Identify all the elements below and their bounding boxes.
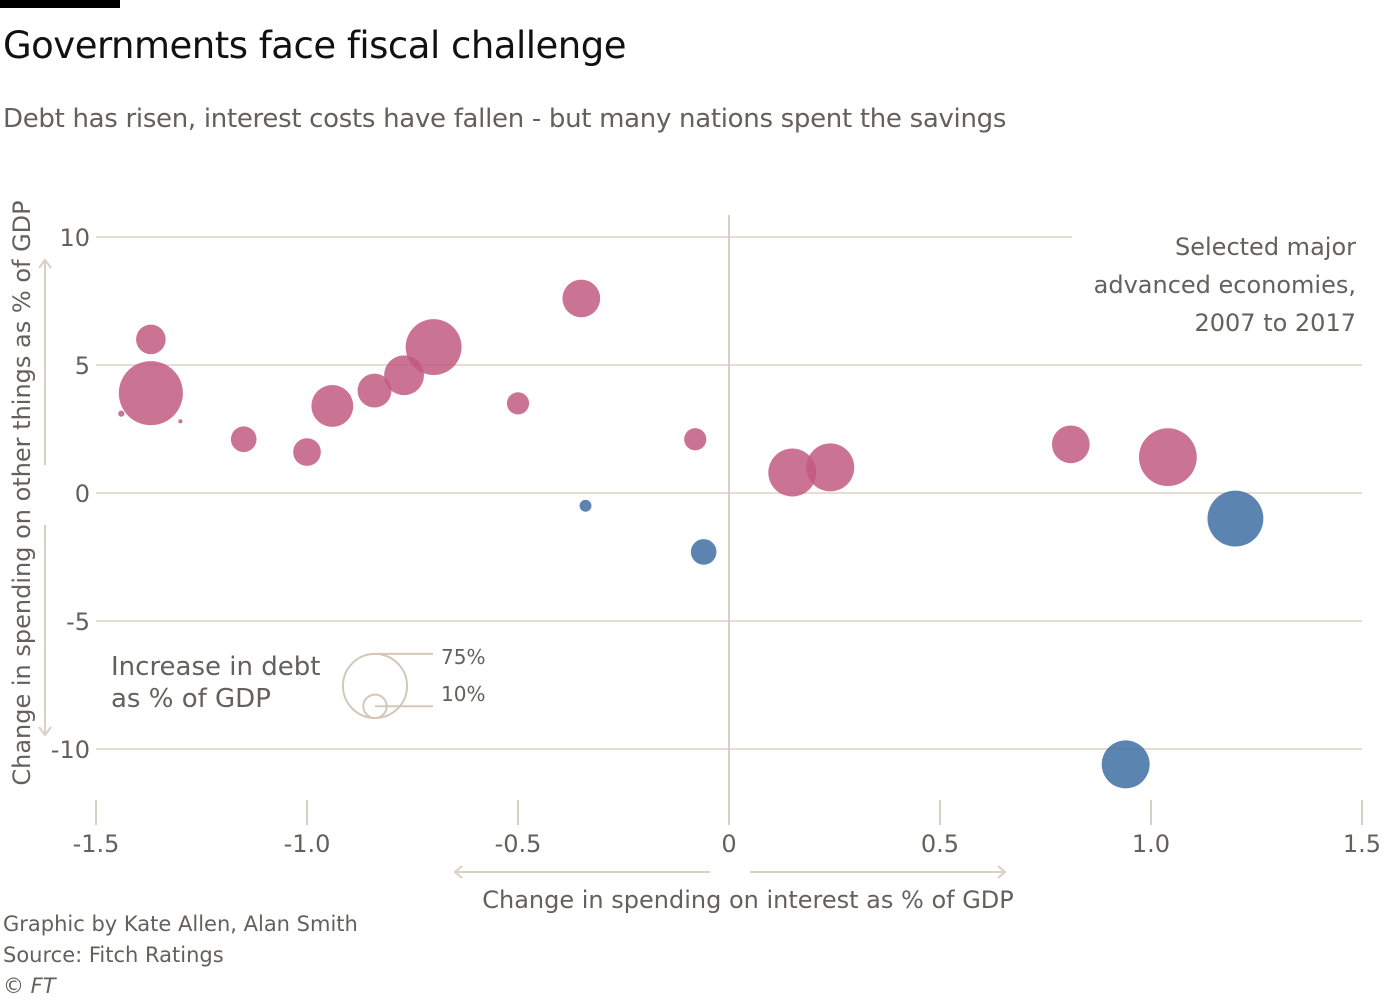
footer-copyright: © FT (3, 974, 56, 998)
legend-title-line1: Increase in debt (111, 652, 320, 682)
chart-title: Governments face fiscal challenge (3, 24, 626, 67)
data-point (405, 319, 462, 376)
data-point (118, 361, 183, 426)
y-arrow-up (38, 258, 52, 465)
data-point (1138, 428, 1197, 487)
x-tick-label: -0.5 (495, 830, 542, 858)
data-point (357, 373, 392, 408)
data-point (118, 410, 125, 417)
y-arrow-down (38, 525, 52, 737)
data-point (690, 539, 717, 565)
x-arrow-right (750, 865, 1007, 879)
legend-label-10: 10% (441, 682, 485, 706)
brand-bar (0, 0, 120, 8)
y-tick-label: -10 (51, 736, 90, 764)
data-point (1101, 740, 1150, 789)
size-legend: Increase in debt as % of GDP 75% 10% (111, 645, 485, 719)
x-tick-label: -1.5 (73, 830, 120, 858)
x-axis-label: Change in spending on interest as % of G… (482, 886, 1014, 914)
x-tick-label: 0.5 (921, 830, 959, 858)
annotation-line3: 2007 to 2017 (1194, 309, 1356, 337)
y-tick-label: -5 (66, 608, 90, 636)
data-point (579, 499, 592, 512)
data-point (562, 279, 601, 318)
data-point (768, 448, 817, 497)
footer-source: Source: Fitch Ratings (3, 943, 224, 967)
legend-title-line2: as % of GDP (111, 684, 271, 714)
y-tick-label: 10 (59, 224, 90, 252)
data-point (684, 428, 707, 451)
x-arrow-left (453, 865, 710, 879)
data-point (293, 438, 321, 466)
x-tick-label: -1.0 (284, 830, 331, 858)
x-tick-label: 1.0 (1132, 830, 1170, 858)
x-tick-label: 1.5 (1343, 830, 1381, 858)
footer-credit: Graphic by Kate Allen, Alan Smith (3, 912, 358, 936)
annotation-line2: advanced economies, (1094, 271, 1356, 299)
legend-circle (341, 652, 409, 719)
data-point (178, 419, 183, 424)
data-point (1051, 425, 1090, 464)
data-point (1207, 490, 1264, 547)
y-axis-label: Change in spending on other things as % … (8, 200, 36, 785)
data-point (311, 385, 354, 427)
y-tick-label: 0 (75, 480, 90, 508)
x-tick-label: 0 (721, 830, 736, 858)
data-point (806, 443, 855, 492)
y-tick-label: 5 (75, 352, 90, 380)
annotation: Selected major advanced economies, 2007 … (1094, 233, 1356, 337)
annotation-line1: Selected major (1175, 233, 1356, 261)
chart-subtitle: Debt has risen, interest costs have fall… (3, 104, 1007, 134)
data-point (136, 324, 166, 355)
data-point (230, 426, 257, 453)
data-point (506, 392, 530, 415)
legend-label-75: 75% (441, 645, 485, 669)
